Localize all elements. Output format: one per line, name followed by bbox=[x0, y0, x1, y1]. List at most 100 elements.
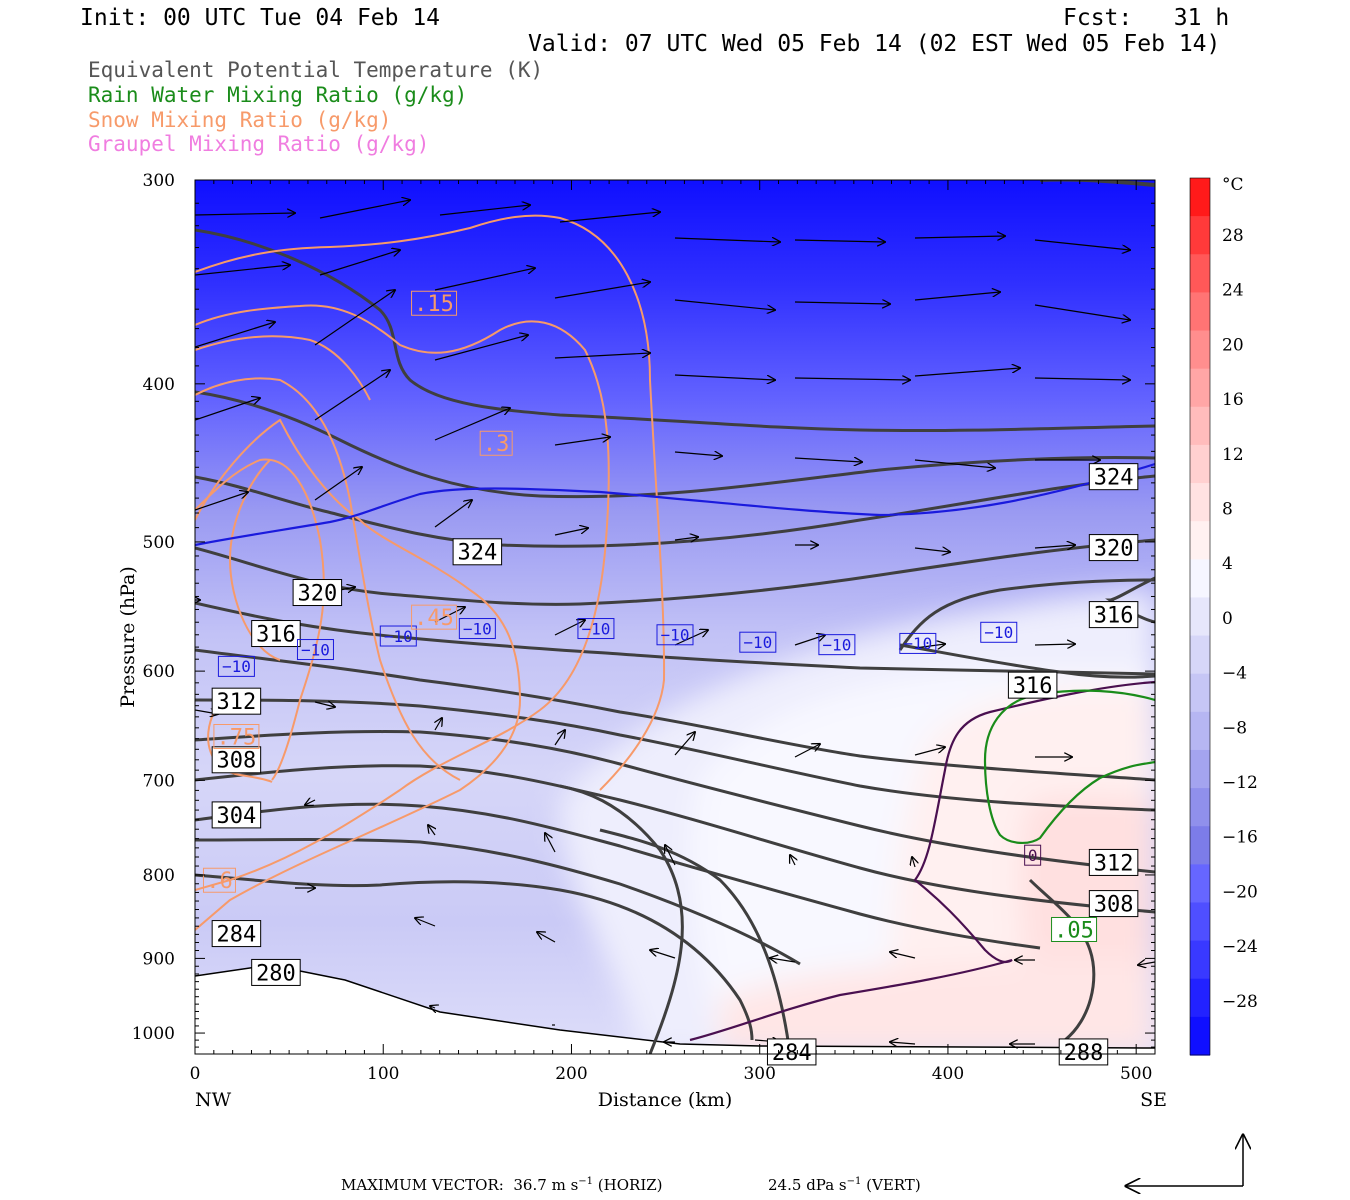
colorbar-swatch bbox=[1190, 330, 1210, 370]
colorbar-unit: °C bbox=[1222, 175, 1244, 195]
snow-label: .45 bbox=[411, 604, 458, 631]
isotherm-label-box bbox=[656, 624, 694, 646]
theta-e-label-text: 316 bbox=[1013, 674, 1053, 699]
wind-vector bbox=[794, 744, 820, 758]
y-tick-label: 500 bbox=[143, 533, 175, 553]
colorbar-swatch bbox=[1190, 1016, 1210, 1056]
x-tick-label: 400 bbox=[932, 1064, 964, 1084]
theta-e-label: 308 bbox=[211, 746, 262, 774]
theta-e-label-box bbox=[251, 620, 301, 648]
isotherm-label-box bbox=[577, 618, 615, 640]
theta-e-label-text: 284 bbox=[217, 922, 257, 947]
wind-vector bbox=[554, 730, 565, 746]
wind-vector bbox=[1034, 378, 1130, 380]
wind-vector bbox=[195, 213, 295, 215]
theta-e-label: 284 bbox=[211, 920, 262, 948]
legend-theta-e: Equivalent Potential Temperature (K) bbox=[88, 58, 544, 82]
isotherm-label: −10 bbox=[458, 618, 496, 640]
theta-e-label: 324 bbox=[452, 538, 503, 566]
colorbar-swatch bbox=[1190, 673, 1210, 713]
colorbar-swatch bbox=[1190, 444, 1210, 484]
wind-vector bbox=[650, 950, 676, 959]
isotherm-label-box bbox=[980, 621, 1018, 643]
temperature-shading bbox=[195, 180, 1155, 1054]
wind-vector bbox=[319, 200, 410, 219]
wind-vector bbox=[674, 732, 695, 756]
snow-line bbox=[195, 304, 610, 891]
theta-e-label: 316 bbox=[1007, 671, 1058, 699]
theta-e-label-box bbox=[211, 801, 262, 829]
colorbar-swatch bbox=[1190, 864, 1210, 904]
snow-label-text: .45 bbox=[414, 606, 454, 631]
wind-vector bbox=[314, 370, 390, 421]
theta-e-line bbox=[898, 578, 1155, 651]
contour-labels: 3243203163123083042842803243203163163123… bbox=[202, 290, 1139, 1066]
wind-vector bbox=[537, 932, 556, 943]
isotherm-label: −10 bbox=[980, 621, 1018, 643]
colorbar-swatch bbox=[1190, 406, 1210, 446]
theta-e-label: 308 bbox=[1088, 890, 1139, 918]
snow-label-text: .6 bbox=[206, 869, 233, 894]
theta-e-label: 288 bbox=[1058, 1038, 1109, 1066]
isotherm-label-text: −10 bbox=[301, 640, 330, 659]
theta-e-label-box bbox=[1088, 534, 1139, 562]
isotherm-label-text: −10 bbox=[581, 619, 610, 638]
y-tick-label: 600 bbox=[143, 662, 175, 682]
x-tick-label: 500 bbox=[1120, 1064, 1152, 1084]
theta-e-label: 312 bbox=[1088, 848, 1139, 876]
theta-e-label: 324 bbox=[1088, 463, 1139, 491]
theta-e-label-box bbox=[1088, 463, 1139, 491]
colorbar-label: −8 bbox=[1222, 718, 1247, 738]
y-axis-title: Pressure (hPa) bbox=[117, 566, 139, 708]
wind-vector bbox=[674, 238, 780, 242]
snow-line bbox=[195, 377, 461, 781]
theta-e-label-text: 308 bbox=[217, 749, 257, 774]
theta-e-label-text: 324 bbox=[1094, 466, 1134, 491]
theta-e-label-box bbox=[211, 746, 262, 774]
snow-line bbox=[195, 335, 371, 401]
wind-vector bbox=[434, 335, 528, 361]
theta-e-line bbox=[195, 390, 1155, 499]
isotherm-label-box bbox=[217, 655, 255, 677]
theta-e-label-box bbox=[1007, 671, 1058, 699]
axes: 300 400 500 600 700 800 900 1000 0 100 200 300 400 50… bbox=[117, 171, 1167, 1111]
wind-vector bbox=[914, 368, 1020, 377]
theta-e-line bbox=[195, 838, 801, 966]
colorbar-label: 4 bbox=[1222, 554, 1233, 574]
isotherm-label-box bbox=[379, 625, 417, 647]
colorbar-swatch bbox=[1190, 216, 1210, 255]
wind-vector bbox=[914, 644, 945, 648]
wind-vectors bbox=[195, 200, 1155, 1044]
forecast-hour: Fcst: 31 h bbox=[1063, 5, 1230, 31]
legend-rain: Rain Water Mixing Ratio (g/kg) bbox=[88, 83, 468, 107]
wind-vector bbox=[674, 452, 722, 456]
theta-e-label-box bbox=[1088, 848, 1139, 876]
wind-vector bbox=[1034, 545, 1075, 548]
reference-vector-icon bbox=[1126, 1135, 1243, 1186]
colorbar-label: −16 bbox=[1222, 828, 1258, 848]
y-tick-label: 800 bbox=[143, 866, 175, 886]
wind-vector bbox=[890, 1042, 916, 1044]
wind-vector bbox=[1034, 239, 1130, 250]
colorbar-swatch bbox=[1190, 483, 1210, 522]
snow-label-box bbox=[411, 290, 458, 316]
theta-e-line bbox=[599, 828, 792, 1054]
wind-vector bbox=[674, 374, 775, 380]
colorbar-swatch bbox=[1190, 559, 1210, 599]
snow-contours bbox=[195, 214, 666, 931]
snow-label: .75 bbox=[213, 723, 260, 750]
theta-e-line bbox=[1105, 576, 1155, 624]
isotherm-label-box bbox=[296, 639, 334, 661]
wind-vector bbox=[434, 408, 510, 441]
theta-e-label: 284 bbox=[766, 1038, 817, 1066]
init-time: Init: 00 UTC Tue 04 Feb 14 bbox=[80, 5, 441, 31]
theta-e-label: 316 bbox=[251, 620, 301, 648]
theta-e-label-box bbox=[766, 1038, 817, 1066]
isotherm-label-text: −10 bbox=[903, 634, 932, 653]
isotherm-label: 0 bbox=[1024, 844, 1042, 866]
wind-vector bbox=[554, 282, 650, 299]
colorbar-frame bbox=[1189, 177, 1211, 1056]
isotherm-minus10 bbox=[195, 462, 1155, 547]
theta-e-label-box bbox=[211, 920, 262, 948]
x-tick-label: 100 bbox=[367, 1064, 399, 1084]
